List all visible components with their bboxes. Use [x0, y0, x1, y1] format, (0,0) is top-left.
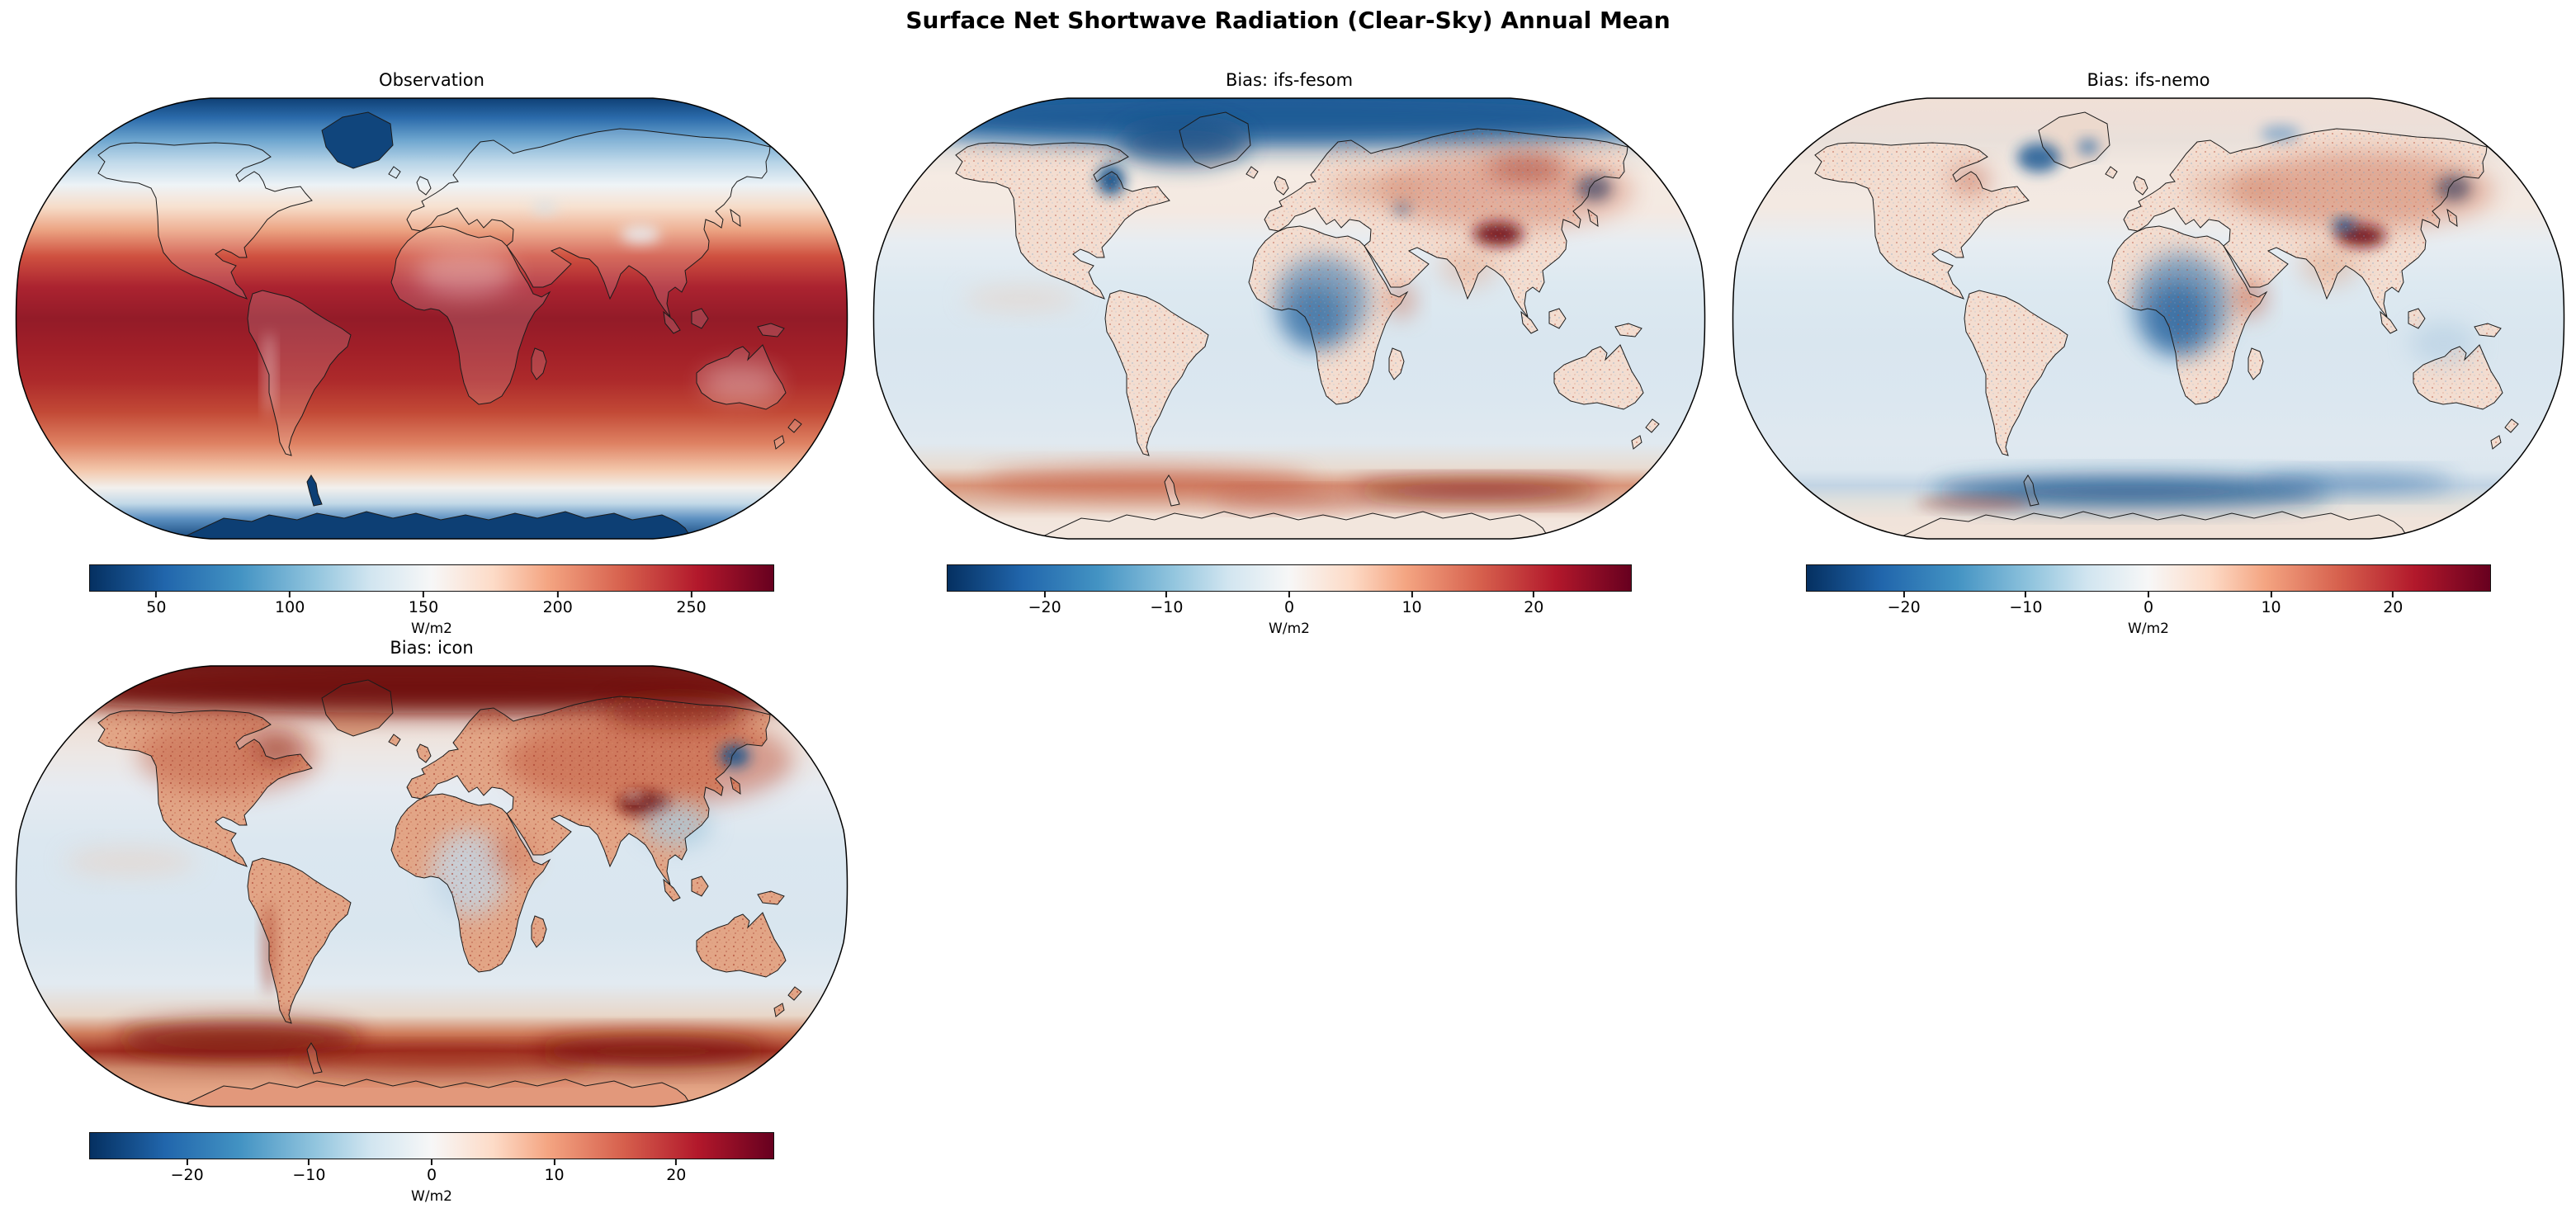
map-clip-group: [873, 98, 1705, 539]
colorbar-observation: [89, 564, 774, 592]
colorbar-bias-ifs-nemo: [1806, 564, 2491, 592]
colorbar-tick: 10: [1401, 592, 1422, 616]
tick-label: −10: [292, 1166, 326, 1184]
colorbar-bias-icon: [89, 1132, 774, 1159]
colorbar-tick: 200: [543, 592, 573, 616]
colorbar-tick: 250: [676, 592, 707, 616]
world-map-bias-ifs-fesom: [872, 97, 1706, 540]
tick-mark: [308, 1159, 310, 1165]
colorbar-tick: −20: [1028, 592, 1061, 616]
tick-mark: [186, 1159, 188, 1165]
tick-mark: [1411, 592, 1413, 597]
colorbar-ticks: −20 −10 0 10 20: [89, 1159, 774, 1187]
world-map-bias-ifs-nemo: [1732, 97, 2565, 540]
tick-label: 50: [146, 598, 167, 616]
colorbar-unit-label: W/m2: [411, 621, 452, 637]
tick-label: 10: [1401, 598, 1422, 616]
colorbar-tick: 0: [2144, 592, 2153, 616]
panel-bias-icon: Bias: icon: [15, 637, 848, 1205]
tick-mark: [423, 592, 425, 597]
tick-mark: [556, 592, 559, 597]
map-clip-group: [1732, 98, 2564, 539]
tick-mark: [431, 1159, 432, 1165]
tick-label: 10: [544, 1166, 565, 1184]
tick-mark: [675, 1159, 678, 1165]
tick-mark: [2392, 592, 2394, 597]
tick-mark: [1043, 592, 1046, 597]
tick-mark: [2025, 592, 2027, 597]
colorbar-tick: 0: [1284, 592, 1294, 616]
tick-mark: [690, 592, 692, 597]
tick-label: 250: [676, 598, 707, 616]
map-clip-group: [16, 666, 848, 1107]
tick-label: −20: [170, 1166, 204, 1184]
colorbar-unit-label: W/m2: [2128, 621, 2169, 637]
colorbar-tick: −10: [2009, 592, 2042, 616]
colorbar-tick: 10: [2261, 592, 2281, 616]
panel-title: Bias: ifs-nemo: [2087, 70, 2210, 90]
colorbar-ticks: −20 −10 0 10 20: [1806, 592, 2491, 620]
tick-mark: [1533, 592, 1535, 597]
colorbar-tick: −20: [171, 1159, 204, 1184]
colorbar-tick: 100: [275, 592, 305, 616]
tick-label: −20: [1887, 598, 1921, 616]
colorbar-tick: 20: [666, 1159, 686, 1184]
colorbar-ticks: −20 −10 0 10 20: [947, 592, 1632, 620]
tick-mark: [553, 1159, 555, 1165]
figure-title: Surface Net Shortwave Radiation (Clear-S…: [905, 7, 1671, 34]
tick-mark: [2270, 592, 2272, 597]
tick-label: 0: [2143, 598, 2154, 616]
tick-mark: [1165, 592, 1168, 597]
tick-label: 0: [1283, 598, 1295, 616]
tick-label: 20: [1524, 598, 1544, 616]
colorbar-tick: 20: [2383, 592, 2403, 616]
colorbar-tick: −10: [1150, 592, 1183, 616]
tick-mark: [155, 592, 158, 597]
tick-label: 200: [542, 598, 573, 616]
colorbar-tick: 0: [427, 1159, 437, 1184]
tick-label: −20: [1028, 598, 1061, 616]
panel-title: Bias: ifs-fesom: [1225, 70, 1354, 90]
colorbar-ticks: 50 100 150 200 250: [89, 592, 774, 620]
world-map-bias-icon: [15, 665, 848, 1107]
panel-observation: Observation: [15, 69, 848, 637]
panel-bias-ifs-nemo: Bias: ifs-nemo: [1732, 69, 2565, 637]
panel-title: Observation: [379, 70, 484, 90]
colorbar-tick: 50: [146, 592, 166, 616]
colorbar-tick: 10: [544, 1159, 565, 1184]
panel-title: Bias: icon: [390, 638, 474, 658]
world-map-observation: [15, 97, 848, 540]
tick-label: 100: [275, 598, 305, 616]
tick-mark: [1902, 592, 1905, 597]
tick-mark: [289, 592, 291, 597]
colorbar-tick: 20: [1524, 592, 1543, 616]
anomaly-blobs: [264, 201, 781, 418]
tick-label: 10: [2261, 598, 2281, 616]
panel-bias-ifs-fesom: Bias: ifs-fesom: [872, 69, 1706, 637]
tick-label: −10: [1150, 598, 1184, 616]
tick-label: −10: [2009, 598, 2043, 616]
colorbar-tick: 150: [409, 592, 438, 616]
tick-label: 20: [666, 1166, 687, 1184]
map-clip-group: [16, 98, 848, 539]
tick-label: 0: [426, 1166, 437, 1184]
colorbar-bias-ifs-fesom: [947, 564, 1632, 592]
tick-mark: [2148, 592, 2149, 597]
colorbar-tick: −10: [292, 1159, 325, 1184]
tick-label: 150: [408, 598, 439, 616]
colorbar-unit-label: W/m2: [1269, 621, 1310, 637]
tick-label: 20: [2383, 598, 2403, 616]
colorbar-unit-label: W/m2: [411, 1188, 452, 1205]
colorbar-tick: −20: [1888, 592, 1921, 616]
tick-mark: [1288, 592, 1290, 597]
